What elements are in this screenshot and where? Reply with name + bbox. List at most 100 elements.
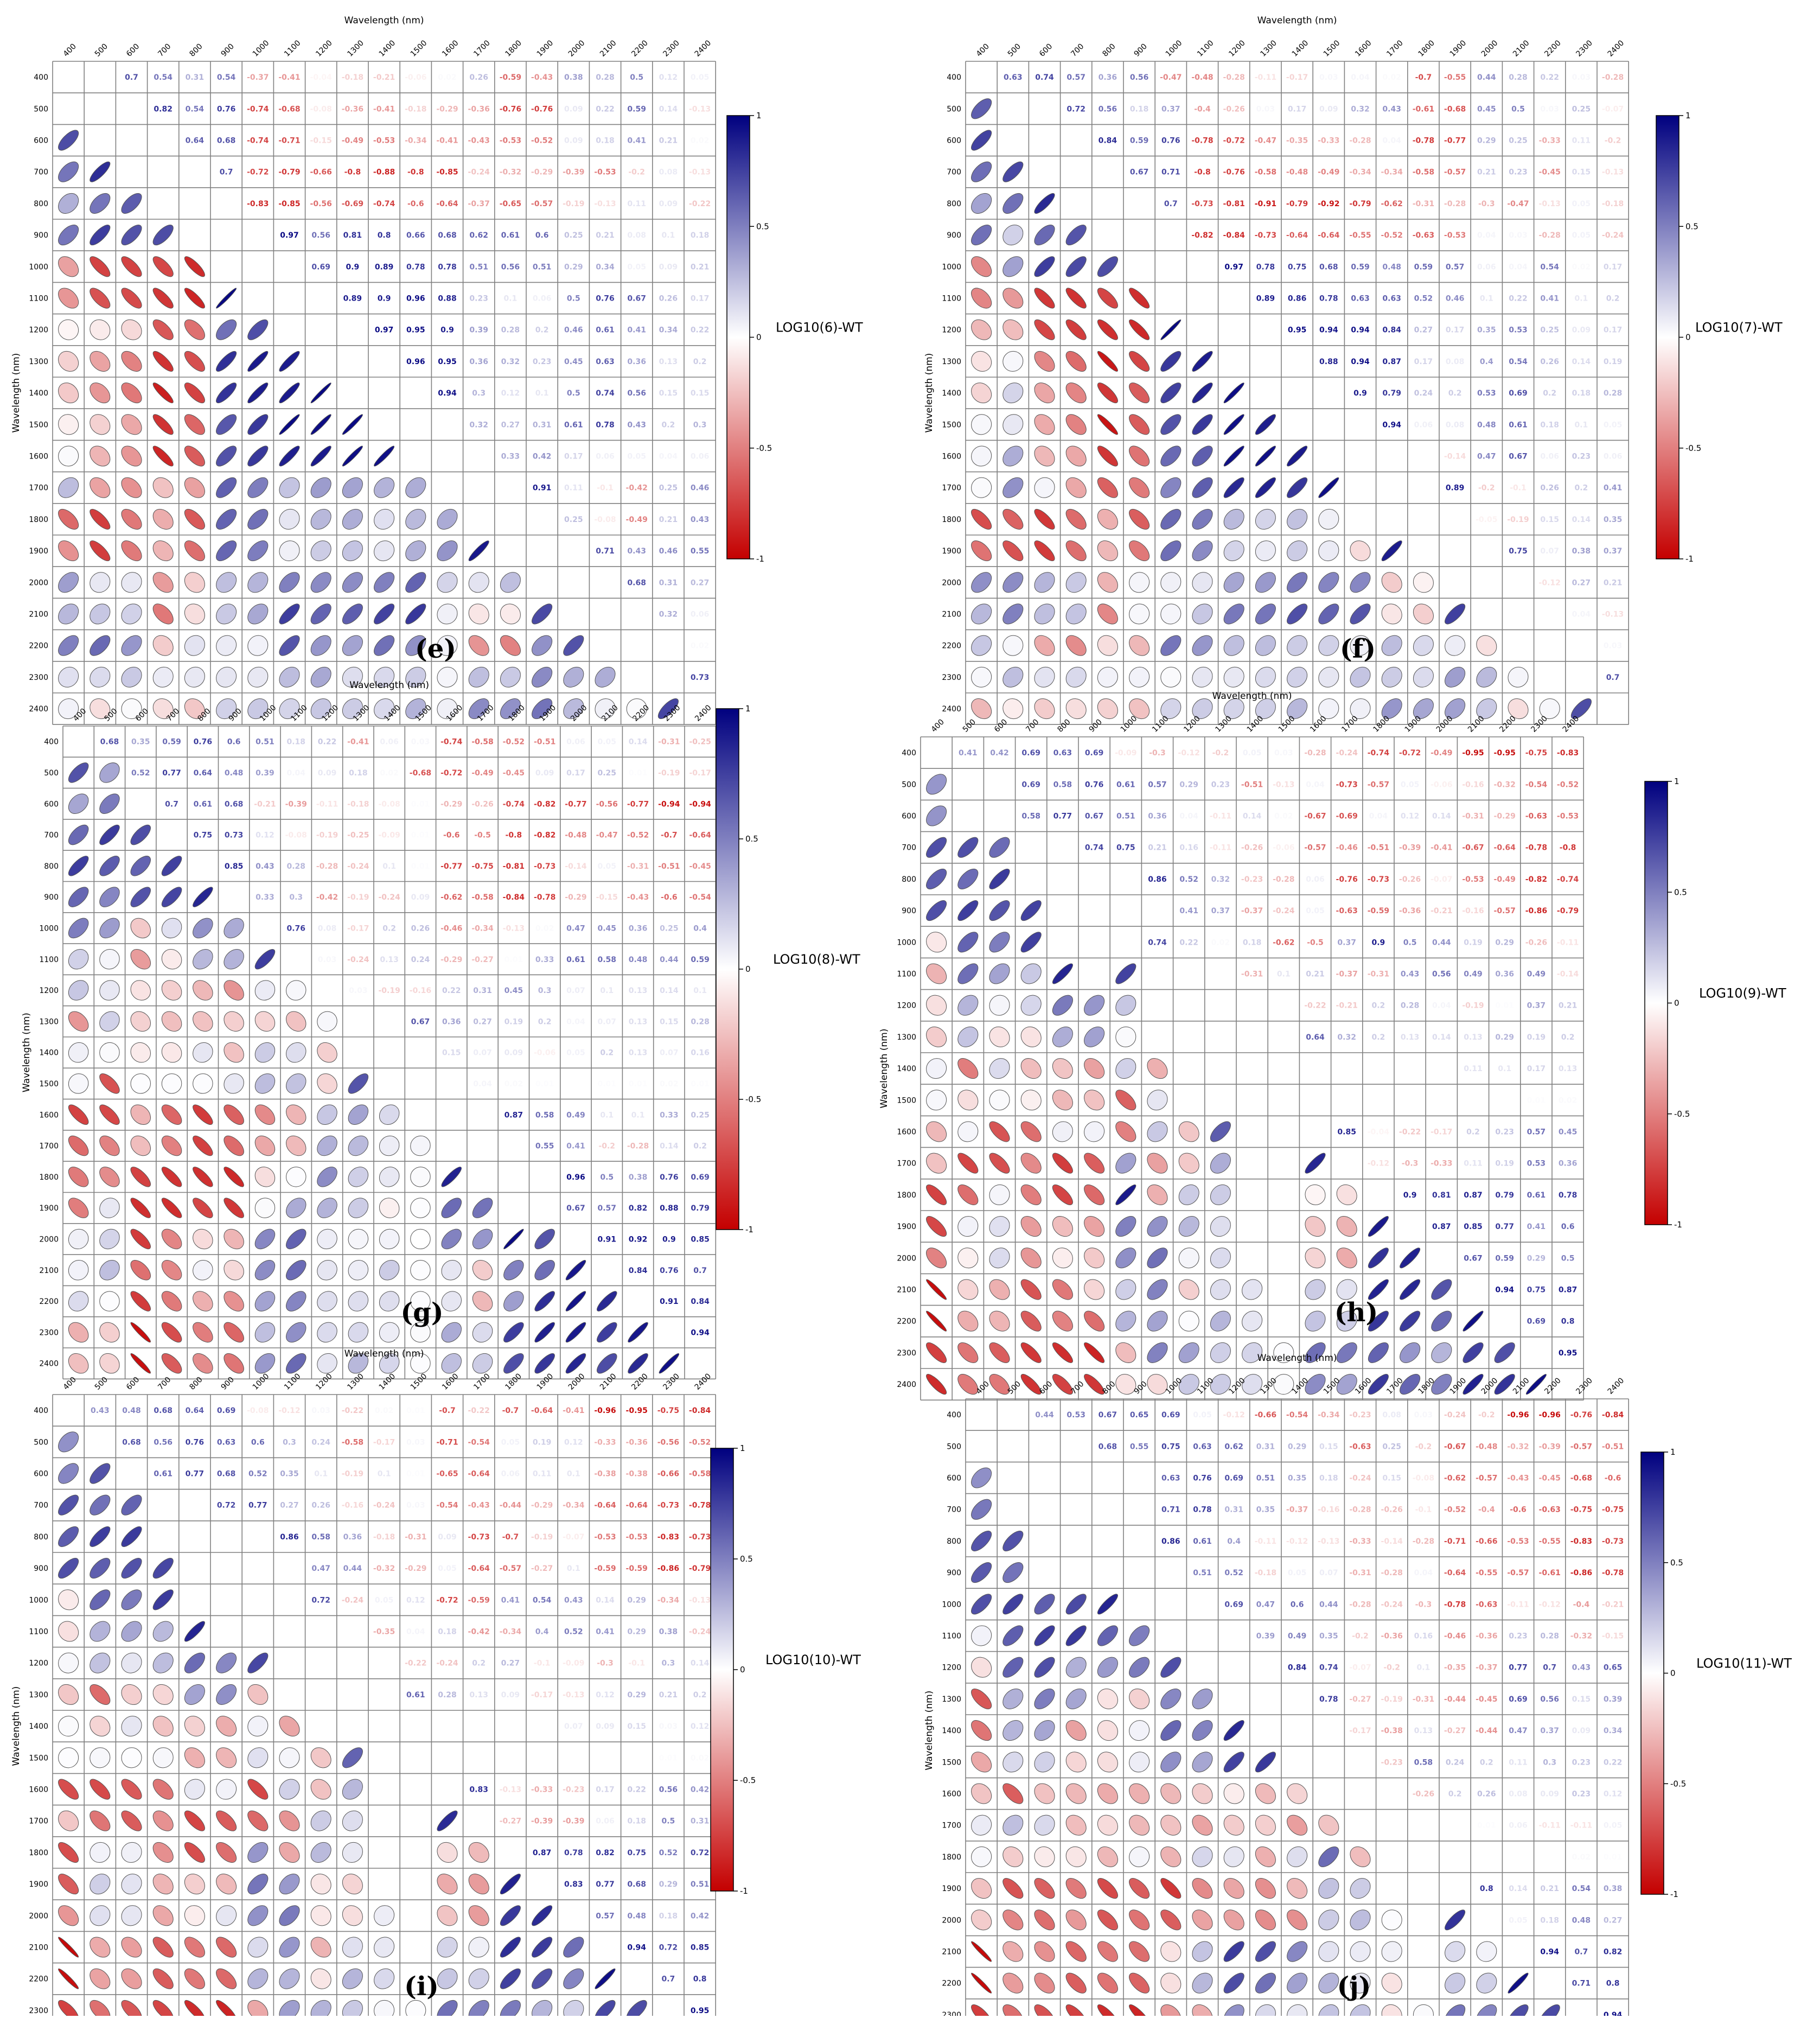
data-label: 0.68 xyxy=(627,1880,646,1889)
data-label: 0.03 xyxy=(1274,749,1293,757)
data-label: -0.43 xyxy=(468,1501,490,1510)
data-label: -0.75 xyxy=(1570,1506,1592,1514)
correlation-ellipse xyxy=(216,445,237,467)
correlation-ellipse xyxy=(223,1198,244,1218)
data-label: 0.29 xyxy=(1179,780,1198,789)
data-label: -0.18 xyxy=(1255,1569,1276,1577)
correlation-ellipse xyxy=(1192,635,1213,656)
correlation-ellipse xyxy=(1287,698,1308,720)
data-label: 0.2 xyxy=(693,1142,707,1151)
data-label: -0.06 xyxy=(1431,780,1452,789)
correlation-ellipse xyxy=(1002,1594,1024,1615)
correlation-ellipse xyxy=(1368,1342,1389,1363)
correlation-ellipse xyxy=(1508,1972,1529,1994)
y-tick-label: 1000 xyxy=(942,1600,961,1609)
correlation-ellipse xyxy=(247,414,269,435)
correlation-ellipse xyxy=(152,2000,174,2018)
colorbar-tick-label: 0.5 xyxy=(1670,1558,1683,1568)
correlation-ellipse xyxy=(342,1779,363,1800)
data-label: -0.24 xyxy=(378,893,400,902)
correlation-ellipse xyxy=(971,1752,992,1773)
correlation-ellipse xyxy=(90,1842,111,1863)
data-label: 0.18 xyxy=(1319,1474,1338,1483)
correlation-ellipse xyxy=(926,837,947,858)
data-label: -0.69 xyxy=(342,200,363,208)
data-label: -0.78 xyxy=(1602,1569,1624,1577)
correlation-ellipse xyxy=(247,445,269,467)
correlation-ellipse xyxy=(1255,666,1276,687)
correlation-ellipse xyxy=(58,1810,79,1831)
data-label: 0.37 xyxy=(1527,1002,1546,1010)
correlation-ellipse xyxy=(534,1228,555,1250)
correlation-ellipse xyxy=(99,1228,120,1250)
correlation-ellipse xyxy=(90,1494,111,1516)
correlation-ellipse xyxy=(152,477,174,498)
correlation-ellipse xyxy=(1336,1342,1357,1363)
data-label: -0.64 xyxy=(436,200,458,208)
data-label: -0.57 xyxy=(1507,1569,1529,1577)
y-tick-label: 2100 xyxy=(39,1266,59,1275)
data-label: 0.02 xyxy=(691,137,710,145)
data-label: -0.31 xyxy=(658,738,680,747)
y-tick-label: 1500 xyxy=(29,1754,48,1762)
data-label: -0.82 xyxy=(534,831,555,840)
data-label: -0.65 xyxy=(436,1470,458,1479)
y-tick-label: 1500 xyxy=(897,1096,916,1105)
data-label: -0.72 xyxy=(1399,749,1421,757)
correlation-ellipse xyxy=(971,1625,992,1646)
data-label: -0.66 xyxy=(657,1470,679,1479)
correlation-ellipse xyxy=(1223,603,1244,625)
correlation-ellipse xyxy=(193,1135,213,1156)
y-tick-label: 1400 xyxy=(942,389,961,398)
correlation-ellipse xyxy=(1034,1941,1055,1962)
data-label: -0.14 xyxy=(565,862,587,871)
data-label: -0.75 xyxy=(471,862,493,871)
data-label: 0.06 xyxy=(1604,453,1623,461)
data-label: -0.69 xyxy=(1336,812,1358,821)
correlation-ellipse xyxy=(90,1684,111,1705)
correlation-ellipse xyxy=(1147,1279,1168,1300)
data-label: -0.78 xyxy=(1191,137,1213,145)
data-label: 0.24 xyxy=(1446,1758,1465,1767)
data-label: 0.63 xyxy=(1193,1442,1212,1451)
correlation-ellipse xyxy=(184,635,205,656)
data-label: 0.39 xyxy=(256,769,274,778)
data-label: 0.69 xyxy=(1161,1411,1180,1419)
correlation-ellipse xyxy=(286,1167,306,1187)
correlation-ellipse xyxy=(90,572,111,593)
data-label: 0.24 xyxy=(411,956,430,964)
correlation-ellipse xyxy=(184,1716,205,1737)
correlation-ellipse xyxy=(184,1621,205,1642)
data-label: 0.63 xyxy=(1351,295,1370,303)
data-label: 0.13 xyxy=(380,956,399,964)
data-label: -0.74 xyxy=(503,800,525,809)
correlation-ellipse xyxy=(1413,2004,1434,2018)
correlation-ellipse xyxy=(216,603,237,625)
y-tick-label: 900 xyxy=(947,1569,961,1577)
data-label: -0.23 xyxy=(1349,1411,1371,1419)
data-label: -0.11 xyxy=(1210,812,1231,821)
data-label: 0.94 xyxy=(438,389,457,398)
data-label: -0.96 xyxy=(1539,1411,1561,1419)
correlation-ellipse xyxy=(374,666,395,687)
data-label: 0.69 xyxy=(1509,389,1528,398)
correlation-ellipse xyxy=(1084,1216,1105,1237)
data-label: -0.26 xyxy=(1381,1506,1403,1514)
correlation-ellipse xyxy=(152,1621,174,1642)
data-label: -0.09 xyxy=(563,1659,584,1668)
correlation-ellipse xyxy=(1287,666,1308,687)
x-tick-label: 700 xyxy=(1069,42,1085,59)
correlation-ellipse xyxy=(1350,603,1371,625)
data-label: 0.68 xyxy=(217,137,236,145)
correlation-ellipse xyxy=(1129,698,1150,720)
data-label: 0.48 xyxy=(1382,263,1401,271)
data-label: 0.94 xyxy=(1495,1286,1514,1295)
correlation-ellipse xyxy=(58,161,79,182)
x-tick-label: 700 xyxy=(156,1376,173,1392)
data-label: 0.69 xyxy=(1021,749,1040,757)
correlation-ellipse xyxy=(193,980,213,1001)
correlation-ellipse xyxy=(410,1198,431,1218)
data-label: 0.07 xyxy=(473,1049,492,1058)
data-label: -0.17 xyxy=(373,1438,395,1447)
data-label: -0.26 xyxy=(1241,844,1263,852)
